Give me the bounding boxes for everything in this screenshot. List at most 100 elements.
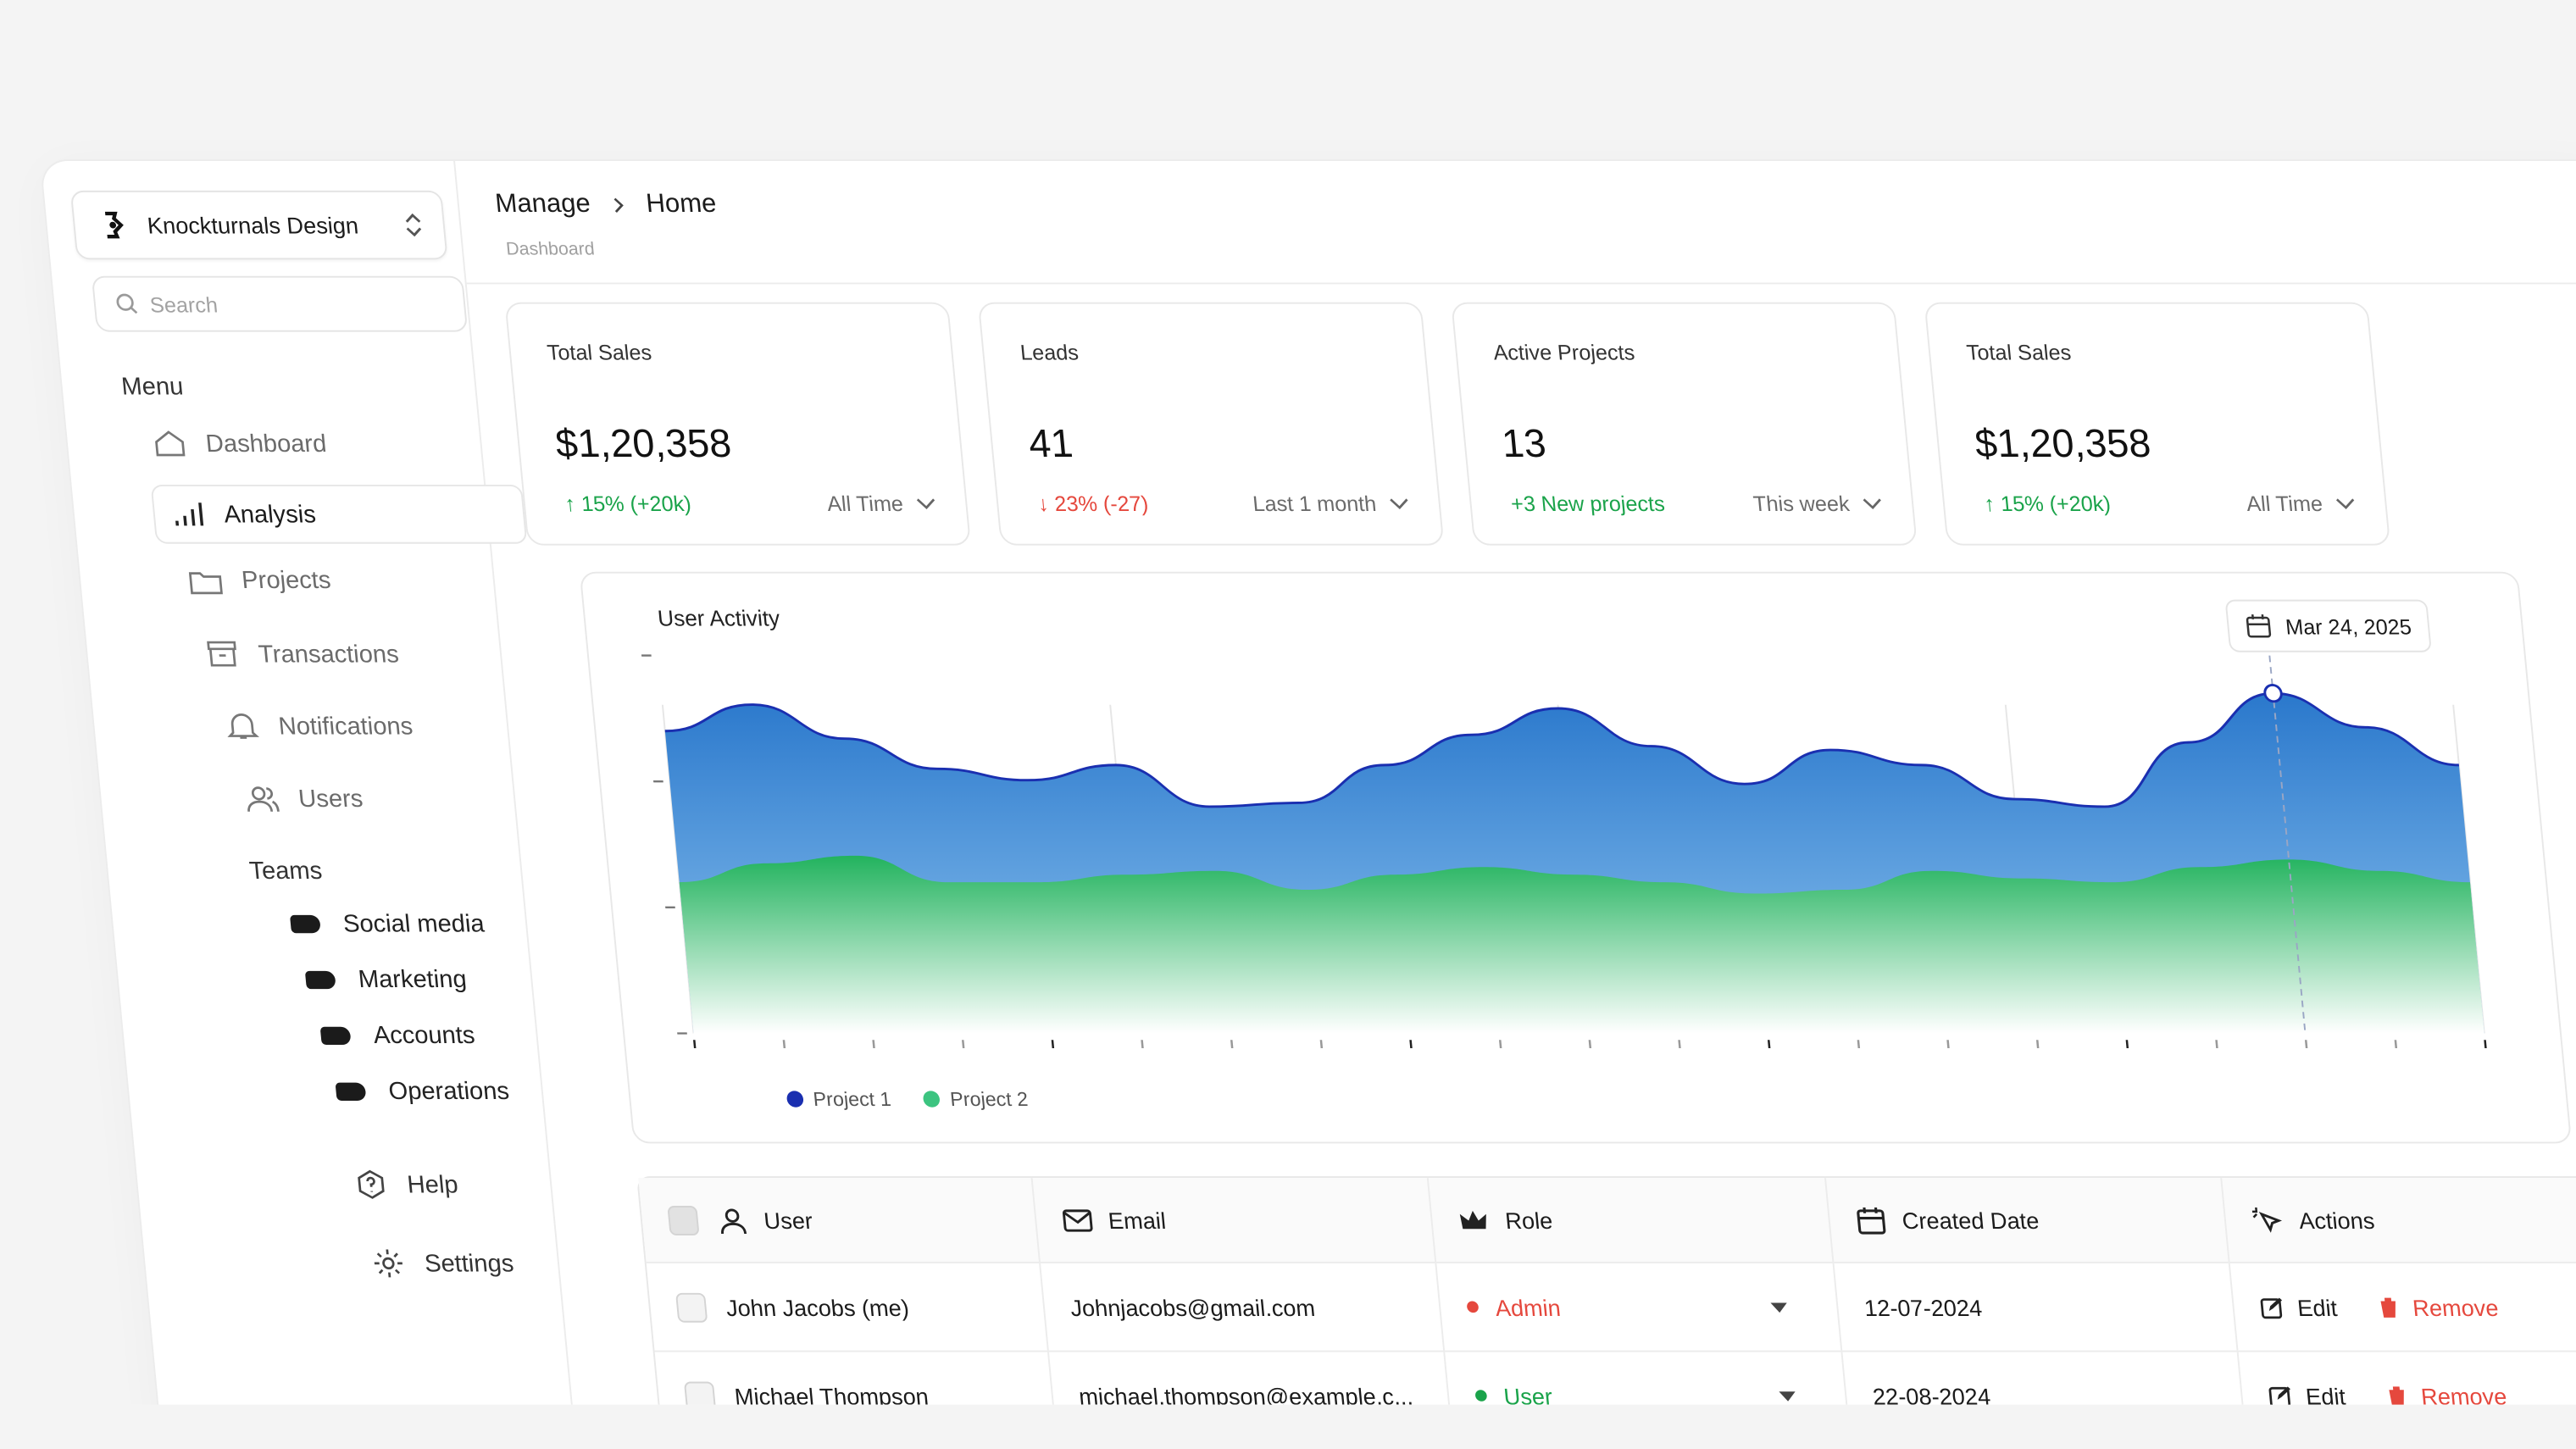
x-axis-tick bbox=[1767, 1040, 1771, 1048]
area-series-2 bbox=[679, 855, 2484, 1034]
x-axis-tick bbox=[2215, 1040, 2218, 1048]
edit-button[interactable]: Edit bbox=[2260, 1294, 2338, 1320]
edit-label: Edit bbox=[2296, 1293, 2339, 1320]
header-label: Role bbox=[1503, 1207, 1554, 1234]
row-checkbox[interactable] bbox=[683, 1380, 717, 1405]
date-picker-button[interactable]: Mar 24, 2025 bbox=[2225, 599, 2432, 652]
kpi-card-active-projects: Active Projects 13 +3 New projects This … bbox=[1451, 302, 1918, 546]
sidebar-item-label: Users bbox=[297, 784, 364, 813]
sidebar-item-notifications[interactable]: Notifications bbox=[225, 711, 414, 741]
remove-button[interactable]: Remove bbox=[2375, 1294, 2500, 1320]
highlight-point[interactable] bbox=[2263, 684, 2283, 703]
sidebar-item-users[interactable]: Users bbox=[245, 784, 364, 813]
team-tag-icon bbox=[289, 914, 321, 934]
period-dropdown[interactable]: This week bbox=[1752, 491, 1884, 516]
table-row: John Jacobs (me) Johnjacobs@gmail.com Ad… bbox=[646, 1263, 2576, 1352]
cell-created-date: 22-08-2024 bbox=[1842, 1352, 2248, 1405]
cell-email: michael.thompson@example.c... bbox=[1048, 1352, 1454, 1405]
select-all-checkbox[interactable] bbox=[667, 1205, 700, 1235]
row-checkbox[interactable] bbox=[675, 1291, 708, 1322]
line-series-1 bbox=[664, 691, 2460, 808]
x-axis-tick bbox=[693, 1040, 697, 1048]
sidebar-item-label: Help bbox=[406, 1170, 459, 1199]
team-label: Social media bbox=[341, 910, 486, 939]
team-operations[interactable]: Operations bbox=[335, 1078, 510, 1106]
sidebar-item-settings[interactable]: Settings bbox=[370, 1247, 515, 1280]
kpi-value: 41 bbox=[1026, 422, 1075, 467]
edit-button[interactable]: Edit bbox=[2268, 1382, 2346, 1405]
chevron-down-icon bbox=[916, 497, 935, 509]
period-dropdown[interactable]: All Time bbox=[2246, 491, 2357, 516]
role-select[interactable]: Admin bbox=[1436, 1263, 1842, 1351]
header-actions[interactable]: Actions bbox=[2223, 1178, 2576, 1262]
kpi-card-leads: Leads 41 ↓ 23% (-27) Last 1 month bbox=[977, 302, 1445, 546]
sidebar: Knockturnals Design Search Menu Dashboar… bbox=[41, 161, 583, 1405]
cell-actions: Edit Remove bbox=[2239, 1352, 2576, 1405]
kpi-delta: ↓ 23% (-27) bbox=[1036, 491, 1150, 516]
breadcrumb: Manage Home bbox=[494, 191, 718, 220]
remove-button[interactable]: Remove bbox=[2384, 1382, 2508, 1405]
cell-actions: Edit Remove bbox=[2231, 1263, 2576, 1351]
x-axis-tick bbox=[1857, 1040, 1861, 1048]
sidebar-item-dashboard[interactable]: Dashboard bbox=[152, 429, 328, 458]
mail-icon bbox=[1062, 1208, 1092, 1231]
header-email[interactable]: Email bbox=[1031, 1178, 1437, 1262]
chart-legend: Project 1 Project 2 bbox=[786, 1087, 1062, 1111]
x-axis-tick bbox=[1319, 1040, 1324, 1048]
kpi-title: Leads bbox=[1019, 340, 1080, 365]
legend-label: Project 1 bbox=[812, 1087, 892, 1111]
header-label: User bbox=[762, 1207, 814, 1234]
role-status-dot bbox=[1466, 1301, 1480, 1313]
legend-swatch bbox=[786, 1091, 804, 1108]
breadcrumb-manage[interactable]: Manage bbox=[493, 190, 592, 219]
caret-down-icon bbox=[1778, 1391, 1796, 1402]
period-label: Last 1 month bbox=[1252, 491, 1378, 516]
sidebar-item-analysis[interactable]: Analysis bbox=[150, 484, 528, 544]
legend-item-project-1[interactable]: Project 1 bbox=[786, 1087, 892, 1111]
search-input[interactable]: Search bbox=[91, 275, 469, 332]
team-social-media[interactable]: Social media bbox=[289, 910, 486, 938]
calendar-icon bbox=[1856, 1207, 1885, 1234]
x-axis-tick bbox=[1498, 1040, 1502, 1048]
search-icon bbox=[116, 293, 138, 314]
sidebar-item-transactions[interactable]: Transactions bbox=[204, 639, 400, 669]
role-select[interactable]: User bbox=[1445, 1352, 1851, 1405]
kpi-delta: +3 New projects bbox=[1509, 491, 1666, 516]
breadcrumb-home[interactable]: Home bbox=[645, 190, 718, 219]
sidebar-item-projects[interactable]: Projects bbox=[188, 567, 332, 595]
x-axis-tick bbox=[1409, 1040, 1413, 1048]
header-divider bbox=[466, 282, 2576, 285]
user-icon bbox=[720, 1208, 747, 1234]
gear-icon bbox=[374, 1249, 402, 1278]
kpi-delta: ↑ 15% (+20k) bbox=[564, 491, 692, 516]
sidebar-item-label: Notifications bbox=[277, 712, 414, 741]
x-axis-tick bbox=[1588, 1040, 1592, 1048]
search-placeholder: Search bbox=[148, 291, 219, 317]
legend-item-project-2[interactable]: Project 2 bbox=[923, 1087, 1029, 1111]
screen: Knockturnals Design Search Menu Dashboar… bbox=[41, 161, 2576, 1405]
header-role[interactable]: Role bbox=[1429, 1178, 1834, 1262]
team-tag-icon bbox=[335, 1082, 367, 1101]
date-label: Mar 24, 2025 bbox=[2284, 613, 2413, 639]
edit-icon bbox=[2269, 1385, 2291, 1405]
kpi-card-total-sales-2: Total Sales $1,20,358 ↑ 15% (+20k) All T… bbox=[1924, 302, 2391, 546]
home-icon bbox=[155, 430, 186, 457]
period-dropdown[interactable]: All Time bbox=[826, 491, 937, 516]
header-user[interactable]: User bbox=[638, 1178, 1041, 1262]
sidebar-item-help[interactable]: Help bbox=[353, 1168, 460, 1201]
role-status-dot bbox=[1474, 1390, 1488, 1402]
period-dropdown[interactable]: Last 1 month bbox=[1252, 491, 1410, 516]
chevron-down-icon bbox=[2335, 497, 2355, 509]
workspace-switcher[interactable]: Knockturnals Design bbox=[69, 190, 448, 260]
workspace-name: Knockturnals Design bbox=[146, 212, 360, 239]
chart-plot-area bbox=[641, 654, 2487, 1048]
team-marketing[interactable]: Marketing bbox=[304, 966, 468, 994]
remove-label: Remove bbox=[2411, 1293, 2500, 1320]
users-table: User Email Role Created Date Actions bbox=[636, 1176, 2576, 1405]
kpi-value: 13 bbox=[1500, 422, 1548, 467]
header-created-date[interactable]: Created Date bbox=[1825, 1178, 2231, 1262]
cell-user: John Jacobs (me) bbox=[646, 1263, 1049, 1351]
team-accounts[interactable]: Accounts bbox=[319, 1022, 476, 1050]
cell-user: Michael Thompson bbox=[654, 1352, 1057, 1405]
x-axis-tick bbox=[1051, 1040, 1055, 1048]
